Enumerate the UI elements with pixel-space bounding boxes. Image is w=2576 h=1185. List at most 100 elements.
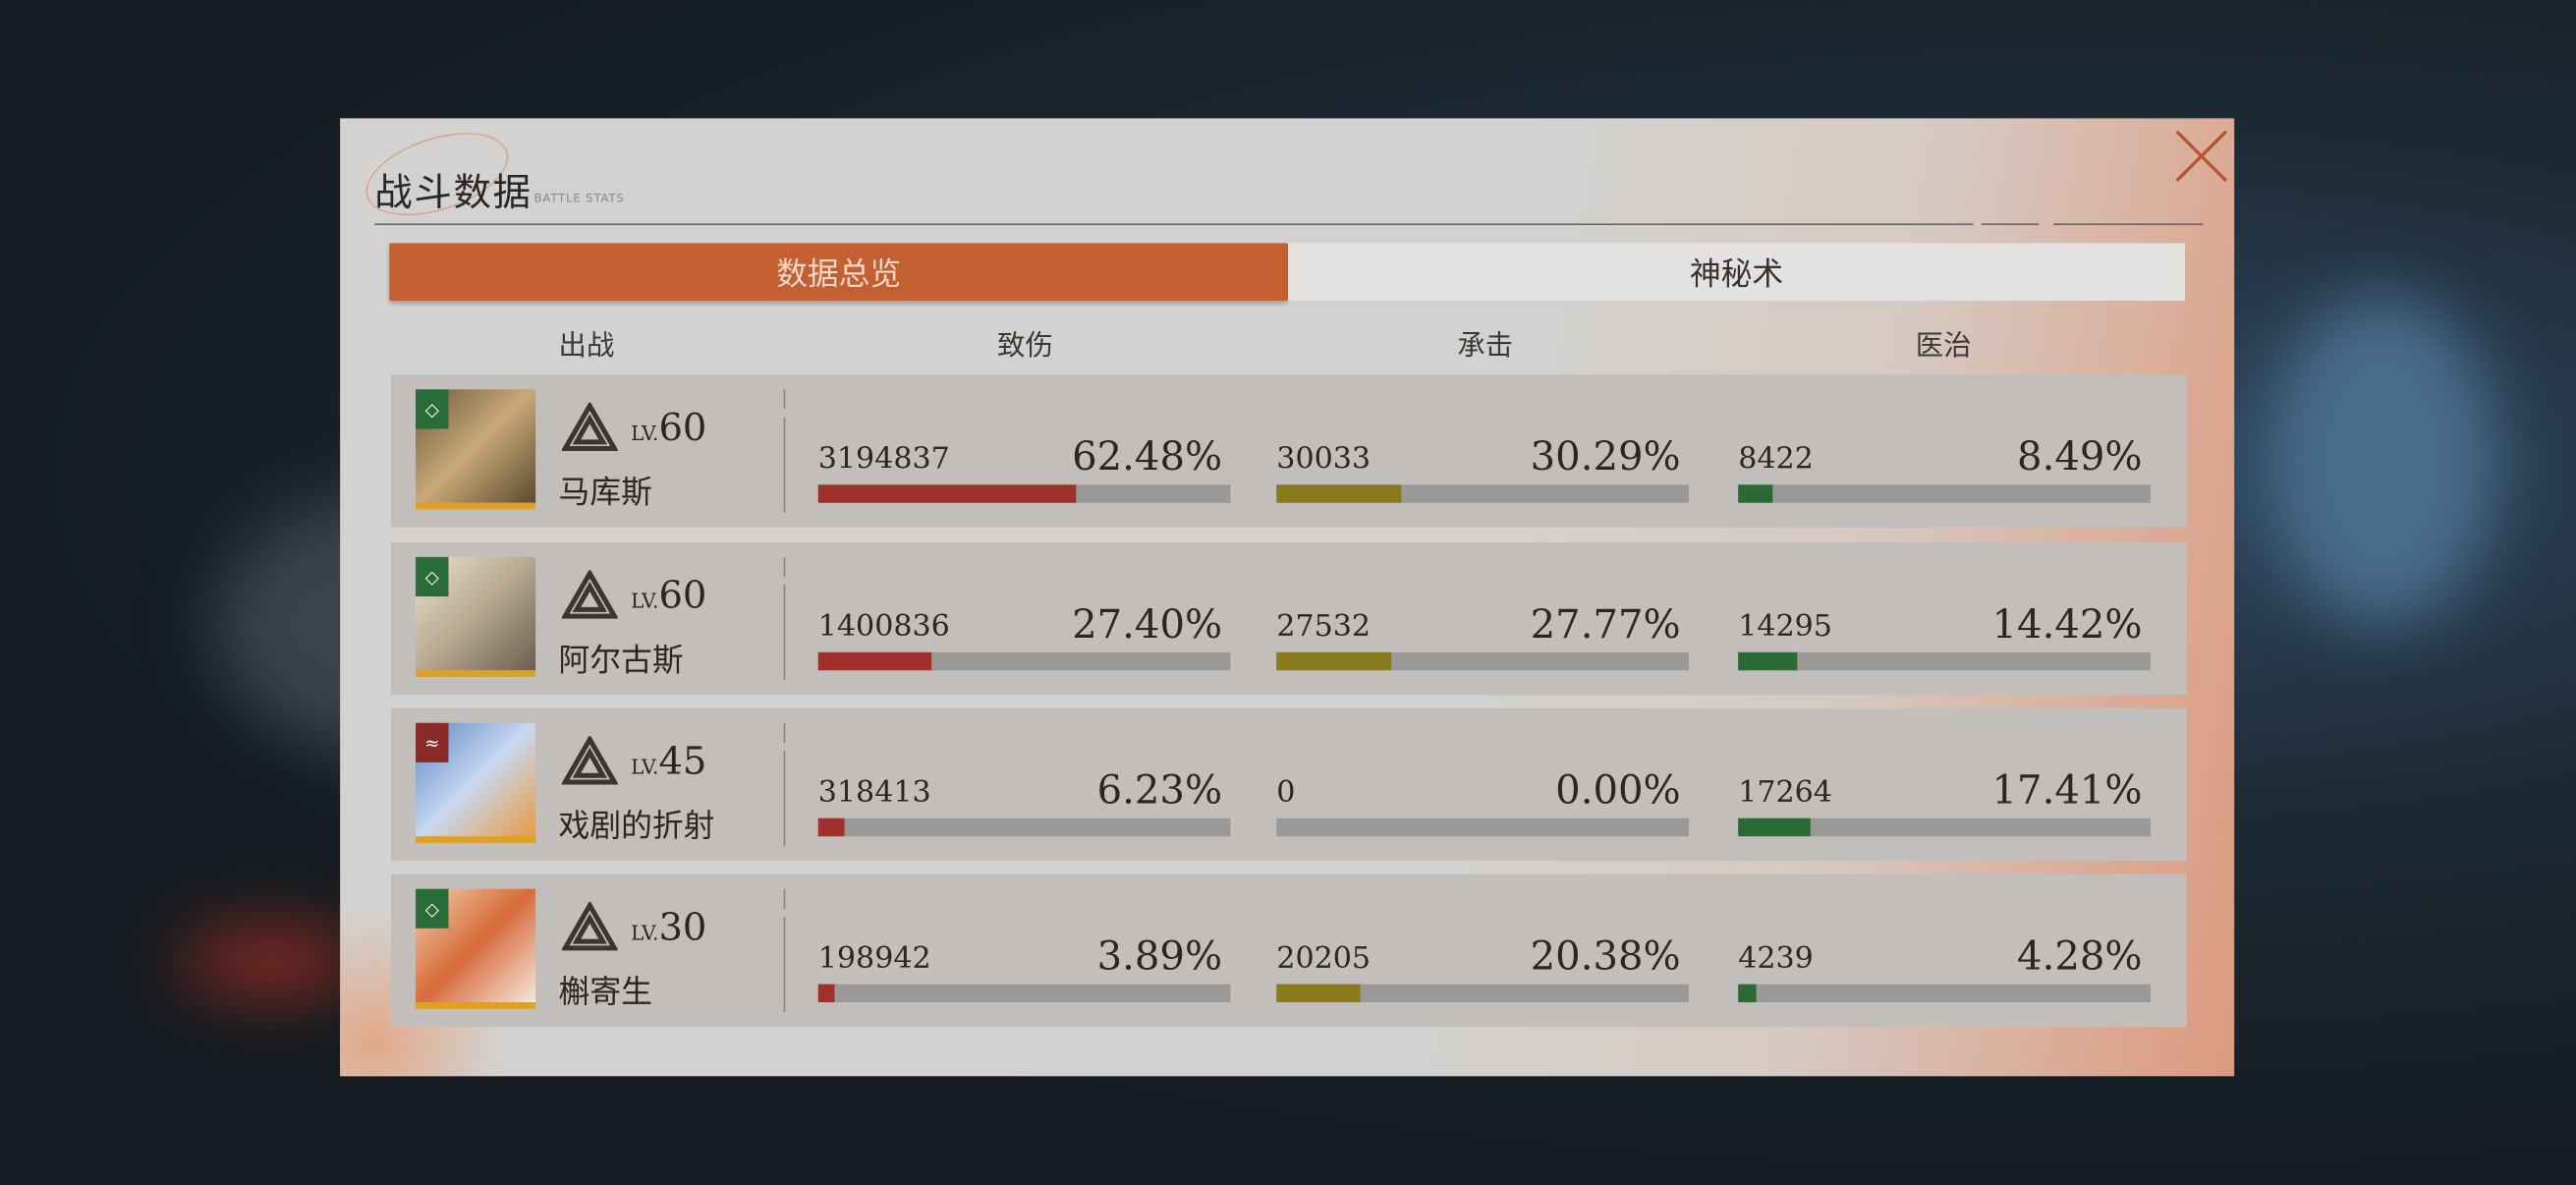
damage-percent: 27.40% — [1072, 601, 1223, 648]
insight-rank-icon — [561, 902, 618, 951]
divider — [783, 389, 786, 410]
heal-stat: 17264 17.41% — [1738, 767, 2151, 841]
divider — [1981, 223, 2040, 226]
damage-bar-fill — [817, 818, 844, 837]
table-row: ◇ LV.30 槲寄生 198942 3.89% 20205 20.38% 42… — [390, 874, 2187, 1028]
tank-percent: 20.38% — [1530, 932, 1681, 980]
insight-rank-icon — [561, 736, 618, 785]
tank-percent: 27.77% — [1530, 601, 1681, 648]
heal-bar-fill — [1738, 818, 1811, 837]
heal-stat: 4239 4.28% — [1738, 933, 2151, 1007]
table-row: ◇ LV.60 马库斯 3194837 62.48% 30033 30.29% … — [390, 374, 2187, 528]
damage-value: 3194837 — [817, 441, 950, 477]
heal-bar-fill — [1738, 651, 1798, 671]
wind-element-icon: ≈ — [416, 722, 449, 762]
damage-bar — [817, 651, 1231, 671]
level-value: 60 — [658, 575, 707, 618]
divider — [783, 888, 786, 909]
column-header-damage: 致伤 — [997, 330, 1053, 364]
tab-label: 神秘术 — [1689, 255, 1784, 293]
divider — [783, 556, 786, 577]
damage-bar-fill — [817, 651, 931, 671]
tank-value: 20205 — [1276, 941, 1372, 977]
damage-percent: 62.48% — [1072, 433, 1223, 480]
column-header-deployed: 出战 — [558, 330, 615, 364]
tank-percent: 30.29% — [1530, 433, 1681, 480]
divider — [374, 223, 1974, 226]
tank-bar — [1276, 484, 1690, 503]
damage-value: 198942 — [817, 941, 931, 977]
level: LV.45 — [631, 741, 706, 783]
heal-bar — [1738, 984, 2151, 1003]
divider — [783, 585, 786, 681]
heal-percent: 4.28% — [2017, 932, 2143, 980]
heal-stat: 14295 14.42% — [1738, 601, 2151, 675]
damage-stat: 1400836 27.40% — [817, 601, 1231, 675]
tank-value: 27532 — [1276, 609, 1372, 645]
heal-value: 17264 — [1738, 775, 1832, 811]
heal-bar-fill — [1738, 984, 1757, 1003]
level: LV.60 — [631, 408, 706, 450]
tab-arcanum[interactable]: 神秘术 — [1288, 243, 2186, 302]
heal-percent: 17.41% — [1991, 766, 2143, 814]
tab-label: 数据总览 — [776, 255, 902, 293]
damage-bar — [817, 484, 1231, 503]
heal-percent: 14.42% — [1991, 601, 2143, 648]
level-value: 45 — [658, 741, 707, 784]
tank-value: 0 — [1276, 775, 1296, 811]
leaf-element-icon: ◇ — [416, 389, 449, 429]
tank-bar — [1276, 651, 1690, 671]
tank-bar-fill — [1276, 651, 1391, 671]
level-prefix: LV. — [631, 922, 659, 945]
character-portrait[interactable]: ◇ — [416, 556, 536, 677]
character-name: 阿尔古斯 — [558, 642, 684, 679]
character-name: 槲寄生 — [558, 974, 652, 1011]
character-portrait[interactable]: ◇ — [416, 389, 536, 510]
tank-bar-fill — [1276, 984, 1361, 1003]
damage-stat: 3194837 62.48% — [817, 433, 1231, 507]
damage-bar — [817, 818, 1231, 837]
character-portrait[interactable]: ≈ — [416, 722, 536, 843]
leaf-element-icon: ◇ — [416, 888, 449, 929]
close-icon[interactable] — [2173, 128, 2229, 184]
battle-stats-dialog: 战斗数据 BATTLE STATS 数据总览 神秘术 出战 致伤 承击 医治 ◇… — [340, 118, 2235, 1077]
damage-value: 1400836 — [817, 609, 950, 645]
heal-bar — [1738, 484, 2151, 503]
level: LV.60 — [631, 575, 706, 617]
damage-bar-fill — [817, 984, 835, 1003]
leaf-element-icon: ◇ — [416, 556, 449, 597]
divider — [783, 417, 786, 513]
level-prefix: LV. — [631, 422, 659, 446]
tank-bar-fill — [1276, 484, 1402, 503]
damage-percent: 6.23% — [1096, 766, 1223, 814]
damage-value: 318413 — [817, 775, 931, 811]
divider — [783, 917, 786, 1013]
tab-overview[interactable]: 数据总览 — [389, 243, 1289, 302]
damage-stat: 318413 6.23% — [817, 766, 1231, 841]
column-header-healing: 医治 — [1915, 330, 1972, 364]
table-row: ≈ LV.45 戏剧的折射 318413 6.23% 0 0.00% 17264… — [390, 707, 2187, 862]
tank-bar — [1276, 984, 1690, 1003]
level-value: 60 — [658, 407, 707, 451]
background-blur — [180, 928, 362, 994]
insight-rank-icon — [561, 402, 618, 452]
divider — [783, 751, 786, 847]
character-portrait[interactable]: ◇ — [416, 888, 536, 1009]
divider — [783, 722, 786, 743]
insight-rank-icon — [561, 570, 618, 619]
heal-percent: 8.49% — [2017, 433, 2143, 480]
heal-stat: 8422 8.49% — [1738, 433, 2151, 507]
character-name: 马库斯 — [558, 475, 652, 512]
character-name: 戏剧的折射 — [558, 808, 715, 845]
table-row: ◇ LV.60 阿尔古斯 1400836 27.40% 27532 27.77%… — [390, 541, 2187, 696]
tank-stat: 20205 20.38% — [1276, 932, 1690, 1007]
damage-bar-fill — [817, 484, 1076, 503]
damage-percent: 3.89% — [1096, 932, 1223, 980]
column-header-damage-taken: 承击 — [1457, 330, 1514, 364]
heal-value: 14295 — [1738, 609, 1832, 645]
heal-bar — [1738, 651, 2151, 671]
level: LV.30 — [631, 907, 706, 949]
tank-bar — [1276, 818, 1690, 837]
divider — [2053, 223, 2204, 226]
